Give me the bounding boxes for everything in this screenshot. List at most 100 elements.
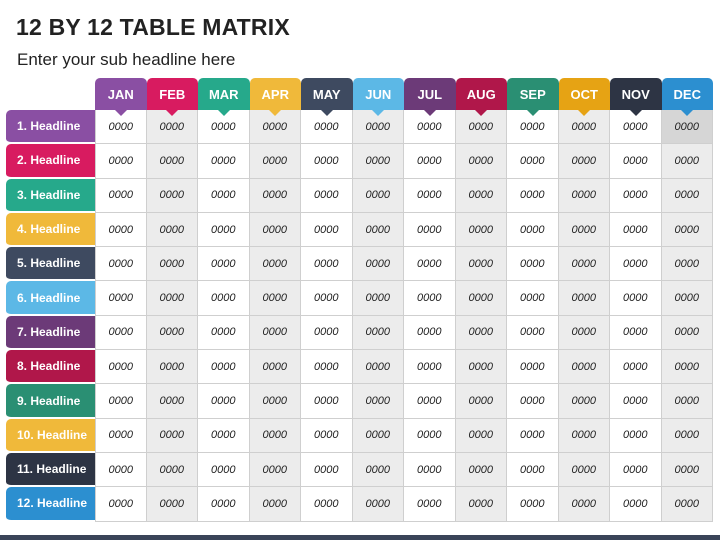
table-cell: 0000 (249, 144, 301, 179)
month-header-jul: JUL (404, 78, 456, 116)
table-cell: 0000 (301, 178, 353, 213)
table-cell: 0000 (95, 110, 147, 145)
table-cell: 0000 (507, 384, 559, 419)
table-cell: 0000 (352, 418, 404, 453)
table-cell: 0000 (455, 212, 507, 248)
table-cell: 0000 (558, 487, 610, 522)
table-cell: 0000 (455, 418, 507, 453)
bottom-bar (0, 535, 720, 540)
table-cell: 0000 (661, 487, 713, 522)
table-cell: 0000 (249, 487, 301, 522)
table-cell: 0000 (610, 418, 662, 453)
table-cell: 0000 (558, 452, 610, 488)
table-cell: 0000 (558, 315, 610, 351)
table-cell: 0000 (404, 418, 456, 453)
table-cell: 0000 (558, 384, 610, 419)
table-cell: 0000 (249, 315, 301, 351)
table-cell: 0000 (352, 350, 404, 385)
table-cell: 0000 (507, 212, 559, 248)
table-cell: 0000 (455, 487, 507, 522)
table-cell: 0000 (95, 487, 147, 522)
table-cell: 0000 (146, 144, 198, 179)
table-cell: 0000 (352, 452, 404, 488)
table-matrix: JAN FEB MAR APR MAY JUN JUL AUG SEP OCT NOV DEC 1. H… (6, 78, 713, 522)
table-cell: 0000 (146, 212, 198, 248)
table-cell: 0000 (198, 110, 250, 145)
row-headline-5: 5. Headline (6, 247, 95, 282)
table-cell: 0000 (661, 384, 713, 419)
table-cell: 0000 (198, 144, 250, 179)
month-header-dec: DEC (661, 78, 713, 116)
table-cell: 0000 (404, 487, 456, 522)
table-cell: 0000 (610, 178, 662, 213)
table-cell: 0000 (146, 178, 198, 213)
table-cell: 0000 (610, 110, 662, 145)
table-cell: 0000 (301, 247, 353, 282)
table-cell: 0000 (404, 178, 456, 213)
table-cell: 0000 (610, 452, 662, 488)
table-cell: 0000 (661, 315, 713, 351)
table-cell: 0000 (610, 212, 662, 248)
table-cell: 0000 (404, 315, 456, 351)
table-cell: 0000 (661, 178, 713, 213)
table-cell: 0000 (507, 247, 559, 282)
table-cell: 0000 (610, 350, 662, 385)
table-cell: 0000 (301, 315, 353, 351)
table-corner (6, 78, 95, 110)
row-headline-11: 11. Headline (6, 452, 95, 488)
page-subtitle: Enter your sub headline here (17, 50, 236, 69)
table-cell: 0000 (198, 384, 250, 419)
table-cell: 0000 (352, 315, 404, 351)
table-cell: 0000 (404, 281, 456, 316)
table-cell: 0000 (558, 212, 610, 248)
table-cell: 0000 (352, 487, 404, 522)
table-cell: 0000 (95, 144, 147, 179)
table-cell: 0000 (352, 178, 404, 213)
table-cell: 0000 (455, 178, 507, 213)
table-cell: 0000 (146, 315, 198, 351)
table-cell: 0000 (301, 212, 353, 248)
table-cell: 0000 (455, 350, 507, 385)
month-header-oct: OCT (558, 78, 610, 116)
table-cell: 0000 (610, 384, 662, 419)
table-cell: 0000 (507, 178, 559, 213)
table-cell: 0000 (301, 487, 353, 522)
table-cell: 0000 (404, 452, 456, 488)
row-headline-10: 10. Headline (6, 418, 95, 453)
table-cell: 0000 (558, 350, 610, 385)
table-cell: 0000 (661, 144, 713, 179)
table-cell: 0000 (507, 418, 559, 453)
table-cell: 0000 (249, 247, 301, 282)
table-cell: 0000 (352, 212, 404, 248)
table-cell: 0000 (507, 110, 559, 145)
table-cell: 0000 (404, 247, 456, 282)
table-cell: 0000 (352, 110, 404, 145)
table-cell: 0000 (249, 452, 301, 488)
table-cell: 0000 (146, 350, 198, 385)
table-cell: 0000 (146, 452, 198, 488)
table-cell: 0000 (352, 281, 404, 316)
row-headline-2: 2. Headline (6, 144, 95, 179)
table-cell: 0000 (661, 350, 713, 385)
table-cell: 0000 (610, 315, 662, 351)
month-header-may: MAY (301, 78, 353, 116)
month-header-mar: MAR (198, 78, 250, 116)
table-cell: 0000 (455, 315, 507, 351)
table-cell: 0000 (146, 418, 198, 453)
page-title: 12 BY 12 TABLE MATRIX (16, 14, 290, 40)
table-cell: 0000 (404, 212, 456, 248)
month-header-jun: JUN (352, 78, 404, 116)
table-cell: 0000 (455, 247, 507, 282)
month-header-aug: AUG (455, 78, 507, 116)
table-cell: 0000 (558, 144, 610, 179)
table-cell: 0000 (404, 144, 456, 179)
table-cell: 0000 (198, 212, 250, 248)
row-headline-12: 12. Headline (6, 487, 95, 522)
table-cell: 0000 (352, 144, 404, 179)
table-cell: 0000 (249, 350, 301, 385)
table-cell: 0000 (301, 110, 353, 145)
row-headline-7: 7. Headline (6, 315, 95, 351)
table-cell: 0000 (455, 384, 507, 419)
table-cell: 0000 (146, 247, 198, 282)
month-header-jan: JAN (95, 78, 147, 116)
